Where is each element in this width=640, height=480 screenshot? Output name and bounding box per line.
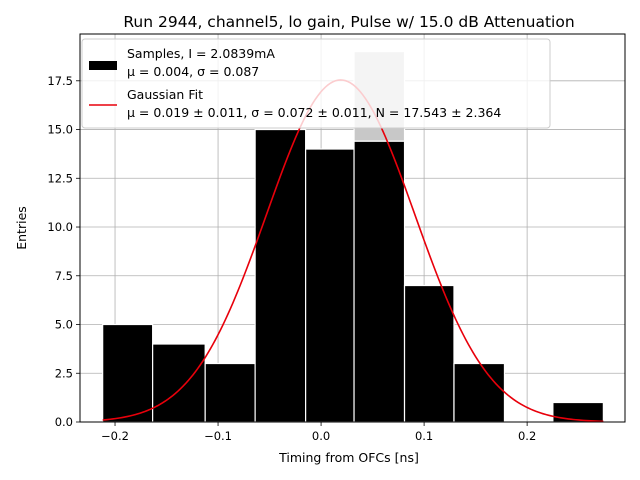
y-tick-label: 12.5 xyxy=(47,171,73,185)
x-axis-label: Timing from OFCs [ns] xyxy=(278,450,419,465)
histogram-bar xyxy=(453,362,506,423)
legend-fit-stats: μ = 0.019 ± 0.011, σ = 0.072 ± 0.011, N … xyxy=(127,105,501,120)
histogram-bar xyxy=(102,323,154,423)
histogram-bar xyxy=(305,148,355,423)
histogram-bar xyxy=(552,401,604,423)
histogram-bar xyxy=(353,140,406,423)
y-tick-label: 2.5 xyxy=(55,366,73,380)
histogram-bar xyxy=(204,362,256,423)
y-tick-label: 7.5 xyxy=(55,269,73,283)
legend-fit-label: Gaussian Fit xyxy=(127,87,203,102)
legend-histogram-label: Samples, I = 2.0839mA xyxy=(127,46,275,61)
legend-histogram-stats: μ = 0.004, σ = 0.087 xyxy=(127,64,259,79)
y-tick-label: 0.0 xyxy=(55,415,73,429)
histogram-bar xyxy=(403,284,455,423)
x-tick-label: −0.2 xyxy=(101,429,129,443)
y-axis-ticks: 0.0 2.5 5.0 7.5 10.0 12.5 15.0 17.5 xyxy=(47,74,80,429)
histogram-bar xyxy=(254,128,307,423)
chart-title: Run 2944, channel5, lo gain, Pulse w/ 15… xyxy=(123,13,574,31)
y-tick-label: 15.0 xyxy=(47,123,73,137)
y-axis-label: Entries xyxy=(14,206,29,250)
x-tick-label: −0.1 xyxy=(204,429,232,443)
y-tick-label: 5.0 xyxy=(55,318,73,332)
legend-box xyxy=(81,38,551,129)
x-tick-label: 0.2 xyxy=(518,429,536,443)
histogram-bar xyxy=(152,343,206,423)
x-tick-label: 0.0 xyxy=(312,429,330,443)
y-tick-label: 10.0 xyxy=(47,220,73,234)
legend-histogram-swatch xyxy=(89,61,117,70)
legend: Samples, I = 2.0839mA μ = 0.004, σ = 0.0… xyxy=(81,38,551,129)
plot-frame xyxy=(79,33,626,423)
y-tick-label: 17.5 xyxy=(47,74,73,88)
x-axis-ticks: −0.2 −0.1 0.0 0.1 0.2 xyxy=(101,422,536,443)
x-tick-label: 0.1 xyxy=(415,429,433,443)
